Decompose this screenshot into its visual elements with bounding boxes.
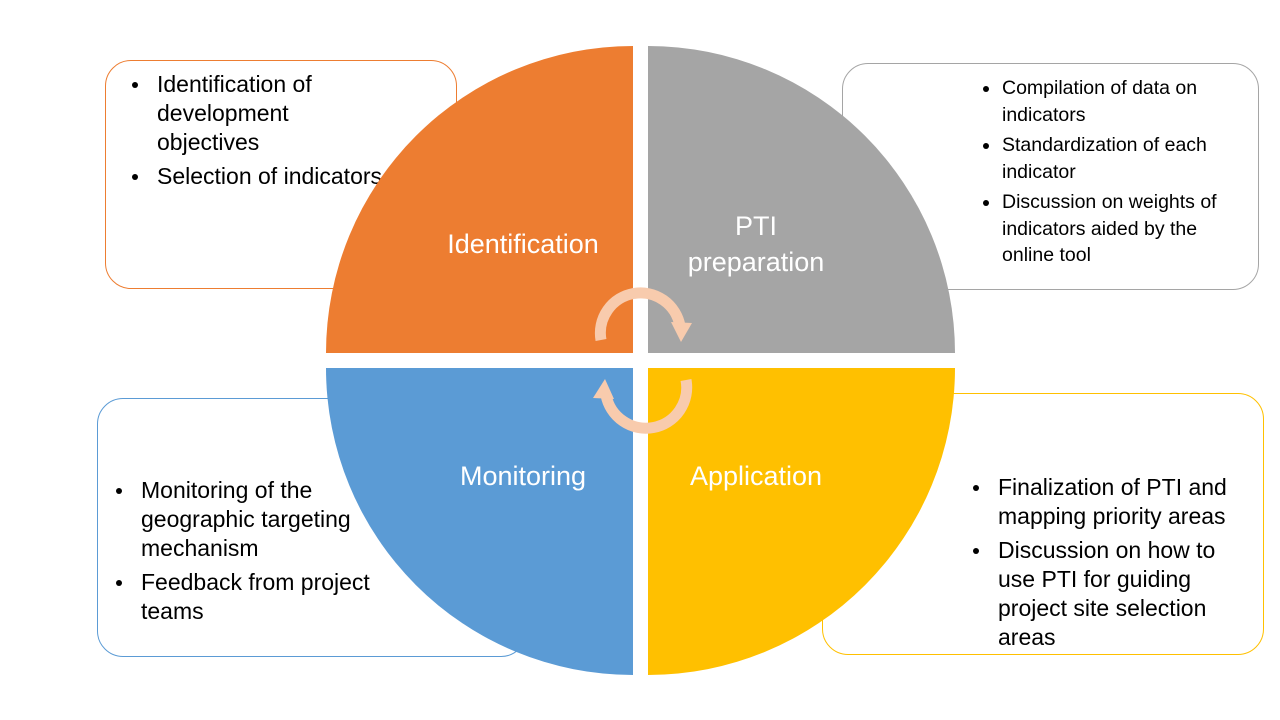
identification-label: Identification (447, 229, 599, 259)
application-quadrant (648, 368, 955, 675)
list-item: Standardization of each indicator (983, 132, 1252, 185)
list-item: Identification of development objectives (132, 70, 382, 157)
list-item: Discussion on how to use PTI for guiding… (973, 536, 1255, 652)
pti-preparation-label-line2: preparation (688, 247, 825, 277)
cycle-arrows-icon (593, 287, 693, 434)
identification-quadrant (326, 46, 633, 353)
list-item: Selection of indicators (132, 162, 382, 191)
list-item: Monitoring of the geographic targeting m… (116, 476, 376, 563)
pti-preparation-quadrant (648, 46, 955, 353)
list-item: Discussion on weights of indicators aide… (983, 189, 1252, 269)
application-list: Finalization of PTI and mapping priority… (973, 473, 1255, 657)
pti-preparation-box: Compilation of data on indicators Standa… (842, 63, 1259, 290)
monitoring-label: Monitoring (460, 461, 586, 491)
monitoring-list: Monitoring of the geographic targeting m… (116, 476, 376, 631)
list-item: Finalization of PTI and mapping priority… (973, 473, 1255, 531)
pti-preparation-label-line1: PTI (735, 211, 777, 241)
list-item: Feedback from project teams (116, 568, 376, 626)
identification-list: Identification of development objectives… (132, 70, 382, 196)
monitoring-quadrant (326, 368, 633, 675)
application-label: Application (690, 461, 822, 491)
list-item: Compilation of data on indicators (983, 75, 1252, 128)
pti-preparation-list: Compilation of data on indicators Standa… (983, 75, 1252, 273)
